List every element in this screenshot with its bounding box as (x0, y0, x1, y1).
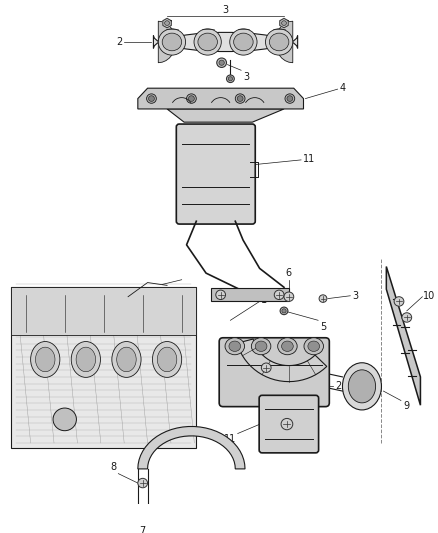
Bar (11, 287, 196, 335)
Text: 11: 11 (223, 434, 236, 445)
Text: 10: 10 (424, 291, 436, 301)
Polygon shape (138, 426, 245, 469)
Polygon shape (138, 88, 304, 109)
Text: 2: 2 (116, 37, 122, 47)
Ellipse shape (112, 342, 141, 377)
Text: 3: 3 (234, 337, 240, 347)
Circle shape (219, 60, 224, 66)
Text: 6: 6 (286, 268, 292, 278)
Ellipse shape (282, 341, 293, 351)
Ellipse shape (251, 338, 271, 355)
Ellipse shape (198, 33, 217, 51)
Circle shape (394, 297, 404, 306)
Circle shape (188, 96, 194, 101)
Circle shape (281, 418, 293, 430)
Circle shape (261, 363, 271, 373)
Circle shape (217, 58, 226, 68)
Text: 9: 9 (403, 401, 409, 411)
Ellipse shape (230, 29, 257, 55)
Circle shape (187, 94, 196, 103)
Circle shape (284, 292, 294, 302)
Ellipse shape (304, 338, 324, 355)
Ellipse shape (233, 33, 253, 51)
Circle shape (282, 309, 286, 313)
Ellipse shape (265, 29, 293, 55)
Ellipse shape (35, 347, 55, 372)
Ellipse shape (348, 370, 376, 403)
Ellipse shape (255, 341, 267, 351)
Ellipse shape (225, 338, 244, 355)
Text: 5: 5 (320, 322, 326, 332)
Text: 11: 11 (303, 154, 315, 164)
Circle shape (226, 75, 234, 83)
Circle shape (138, 478, 148, 488)
Circle shape (280, 307, 288, 314)
Ellipse shape (31, 342, 60, 377)
Ellipse shape (194, 29, 221, 55)
Ellipse shape (343, 363, 381, 410)
Text: 3: 3 (243, 72, 249, 82)
Polygon shape (153, 33, 298, 52)
Ellipse shape (229, 341, 240, 351)
FancyBboxPatch shape (177, 124, 255, 224)
Circle shape (147, 94, 156, 103)
Circle shape (237, 96, 243, 101)
Circle shape (148, 96, 154, 101)
Circle shape (285, 94, 295, 103)
Polygon shape (163, 18, 171, 28)
Text: 1: 1 (261, 295, 267, 305)
Text: 3: 3 (352, 291, 358, 301)
Ellipse shape (308, 341, 320, 351)
Circle shape (319, 295, 327, 302)
Ellipse shape (157, 347, 177, 372)
Circle shape (282, 21, 286, 26)
Text: 8: 8 (110, 462, 117, 472)
Polygon shape (237, 339, 327, 382)
Text: 7: 7 (140, 526, 146, 533)
Ellipse shape (152, 342, 182, 377)
Ellipse shape (71, 342, 100, 377)
Polygon shape (386, 266, 420, 405)
Polygon shape (280, 18, 288, 28)
FancyBboxPatch shape (259, 395, 318, 453)
Circle shape (287, 96, 293, 101)
Text: 2: 2 (336, 381, 342, 391)
Circle shape (402, 313, 412, 322)
Ellipse shape (278, 338, 297, 355)
Circle shape (216, 290, 226, 300)
Ellipse shape (162, 33, 182, 51)
Circle shape (274, 290, 284, 300)
Text: 3: 3 (223, 5, 229, 14)
FancyBboxPatch shape (219, 338, 329, 407)
Circle shape (165, 21, 170, 26)
Polygon shape (167, 109, 284, 122)
Ellipse shape (117, 347, 136, 372)
Polygon shape (211, 288, 289, 302)
Ellipse shape (269, 33, 289, 51)
Circle shape (235, 94, 245, 103)
Bar (11, 287, 196, 448)
Polygon shape (275, 21, 293, 63)
Text: 4: 4 (339, 83, 346, 93)
Polygon shape (158, 21, 176, 63)
Circle shape (228, 77, 233, 81)
Ellipse shape (76, 347, 95, 372)
Circle shape (138, 513, 148, 523)
Ellipse shape (158, 29, 186, 55)
Circle shape (53, 408, 76, 431)
